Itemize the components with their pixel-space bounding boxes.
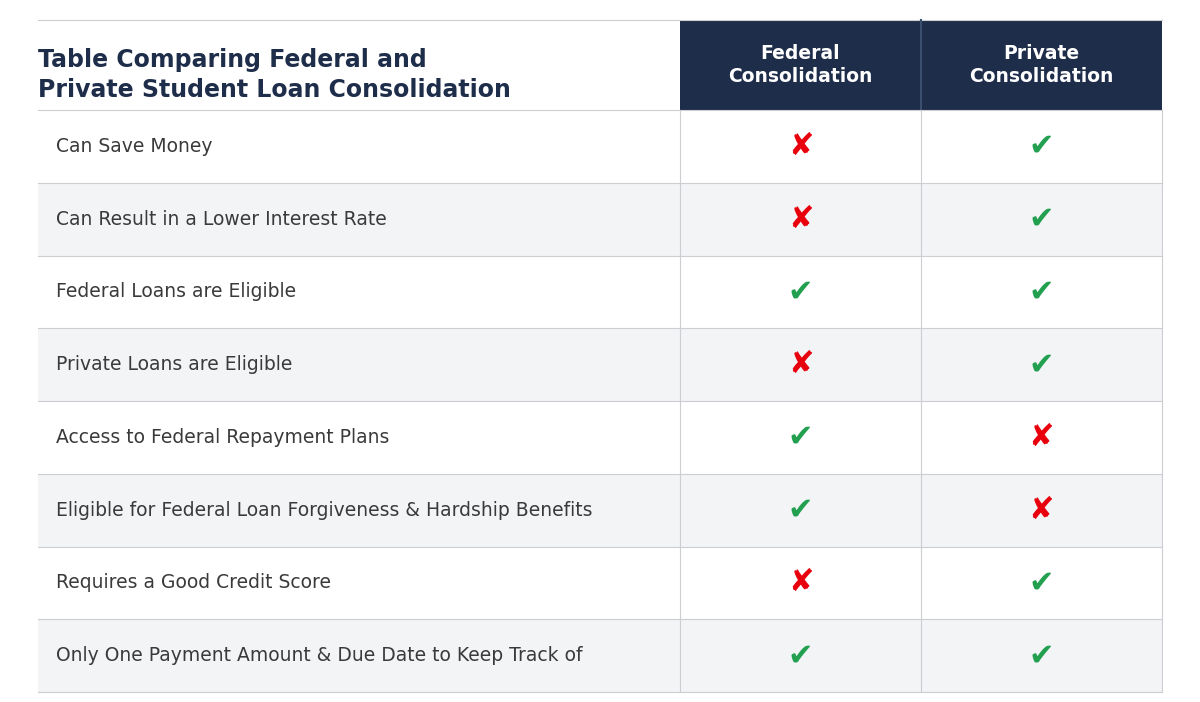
Text: Requires a Good Credit Score: Requires a Good Credit Score: [56, 574, 331, 592]
Text: ✘: ✘: [787, 132, 814, 161]
Text: ✘: ✘: [1028, 496, 1055, 524]
Text: Can Result in a Lower Interest Rate: Can Result in a Lower Interest Rate: [56, 210, 386, 229]
Text: Eligible for Federal Loan Forgiveness & Hardship Benefits: Eligible for Federal Loan Forgiveness & …: [56, 501, 593, 519]
Text: ✔: ✔: [1028, 641, 1055, 670]
Text: ✘: ✘: [787, 569, 814, 597]
FancyBboxPatch shape: [38, 183, 1162, 256]
Text: Private
Consolidation: Private Consolidation: [970, 44, 1114, 86]
Text: ✔: ✔: [1028, 204, 1055, 234]
Text: ✔: ✔: [787, 277, 814, 306]
Text: ✘: ✘: [787, 350, 814, 379]
Text: Can Save Money: Can Save Money: [56, 137, 212, 156]
Text: Access to Federal Repayment Plans: Access to Federal Repayment Plans: [56, 428, 389, 447]
FancyBboxPatch shape: [38, 401, 1162, 474]
Text: Table Comparing Federal and
Private Student Loan Consolidation: Table Comparing Federal and Private Stud…: [38, 48, 511, 102]
Text: ✘: ✘: [1028, 423, 1055, 452]
FancyBboxPatch shape: [38, 619, 1162, 692]
FancyBboxPatch shape: [680, 20, 1162, 110]
Text: ✔: ✔: [1028, 277, 1055, 306]
Text: ✔: ✔: [787, 641, 814, 670]
Text: Federal
Consolidation: Federal Consolidation: [728, 44, 872, 86]
Text: Only One Payment Amount & Due Date to Keep Track of: Only One Payment Amount & Due Date to Ke…: [56, 646, 582, 665]
Text: ✔: ✔: [1028, 569, 1055, 597]
FancyBboxPatch shape: [38, 474, 1162, 546]
FancyBboxPatch shape: [38, 110, 1162, 183]
Text: ✔: ✔: [787, 423, 814, 452]
Text: ✔: ✔: [787, 496, 814, 524]
FancyBboxPatch shape: [38, 256, 1162, 329]
Text: ✔: ✔: [1028, 132, 1055, 161]
Text: Federal Loans are Eligible: Federal Loans are Eligible: [56, 282, 296, 301]
FancyBboxPatch shape: [38, 546, 1162, 619]
Text: ✘: ✘: [787, 204, 814, 234]
FancyBboxPatch shape: [38, 329, 1162, 401]
Text: ✔: ✔: [1028, 350, 1055, 379]
Text: Private Loans are Eligible: Private Loans are Eligible: [56, 355, 293, 374]
